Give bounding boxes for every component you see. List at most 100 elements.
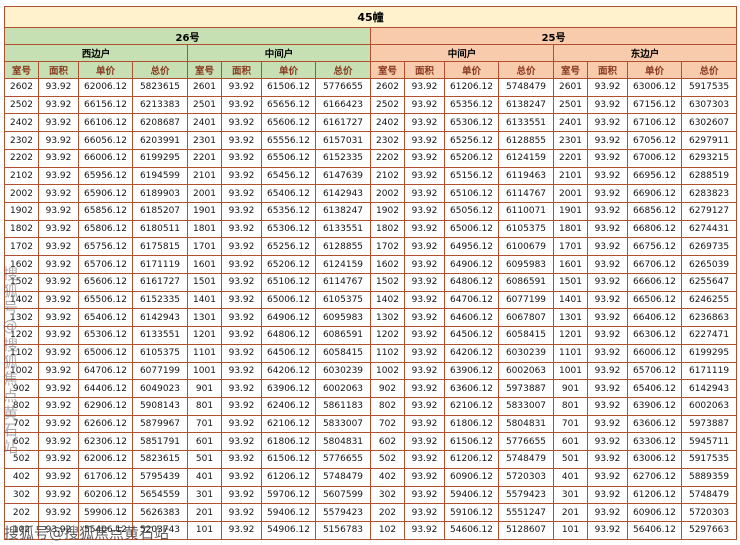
unit-price-cell: 64706.12 bbox=[78, 361, 133, 381]
total-price-cell: 6161727 bbox=[315, 113, 371, 133]
unit-price-cell: 65506.12 bbox=[78, 290, 133, 310]
unit-price-cell: 62606.12 bbox=[78, 414, 133, 434]
area-cell: 93.92 bbox=[38, 450, 79, 469]
unit-type-header: 中间户 bbox=[370, 44, 554, 62]
unit-price-cell: 61806.12 bbox=[261, 432, 316, 452]
area-cell: 93.92 bbox=[404, 326, 445, 345]
total-price-cell: 6100679 bbox=[498, 237, 554, 257]
unit-price-cell: 65006.12 bbox=[261, 290, 316, 310]
room-no-cell: 2201 bbox=[187, 148, 222, 168]
room-no-cell: 2301 bbox=[187, 131, 222, 150]
unit-price-cell: 62406.12 bbox=[261, 396, 316, 416]
total-price-cell: 5851791 bbox=[132, 432, 188, 452]
total-price-cell: 5156783 bbox=[315, 520, 371, 541]
room-no-cell: 102 bbox=[4, 520, 39, 541]
room-no-cell: 1502 bbox=[370, 272, 405, 292]
unit-price-cell: 64806.12 bbox=[261, 326, 316, 345]
total-price-cell: 6288519 bbox=[680, 166, 738, 186]
total-price-cell: 6002063 bbox=[498, 361, 554, 381]
total-price-cell: 5748479 bbox=[680, 485, 738, 505]
unit-price-cell: 66606.12 bbox=[627, 272, 682, 292]
column-header: 单价 bbox=[78, 61, 133, 79]
unit-price-cell: 65006.12 bbox=[444, 219, 499, 239]
total-price-cell: 6283823 bbox=[680, 184, 738, 204]
unit-price-cell: 66706.12 bbox=[627, 255, 682, 274]
unit-price-cell: 61506.12 bbox=[261, 450, 316, 469]
area-cell: 93.92 bbox=[404, 219, 445, 239]
area-cell: 93.92 bbox=[587, 432, 628, 452]
unit-type-header: 西边户 bbox=[4, 44, 188, 62]
area-cell: 93.92 bbox=[587, 326, 628, 345]
total-price-cell: 5776655 bbox=[315, 450, 371, 469]
unit-price-cell: 65256.12 bbox=[261, 237, 316, 257]
room-no-cell: 501 bbox=[553, 450, 588, 469]
room-no-cell: 1702 bbox=[370, 237, 405, 257]
unit-price-cell: 65406.12 bbox=[78, 308, 133, 328]
column-header: 总价 bbox=[680, 61, 738, 79]
unit-price-cell: 65006.12 bbox=[78, 343, 133, 363]
unit-price-cell: 67056.12 bbox=[627, 131, 682, 150]
total-price-cell: 6142943 bbox=[132, 308, 188, 328]
area-cell: 93.92 bbox=[38, 485, 79, 505]
building-group-header: 25号 bbox=[369, 27, 738, 45]
area-cell: 93.92 bbox=[38, 202, 79, 221]
room-no-cell: 1401 bbox=[187, 290, 222, 310]
unit-price-cell: 65956.12 bbox=[78, 166, 133, 186]
unit-price-cell: 63006.12 bbox=[627, 78, 682, 97]
total-price-cell: 5833007 bbox=[315, 414, 371, 434]
area-cell: 93.92 bbox=[404, 131, 445, 150]
area-cell: 93.92 bbox=[221, 414, 262, 434]
room-no-cell: 2401 bbox=[553, 113, 588, 133]
total-price-cell: 5917535 bbox=[680, 78, 738, 97]
table-row: 802 93.92 62906.12 5908143 801 93.92 62406.12 5… bbox=[4, 396, 738, 416]
area-cell: 93.92 bbox=[404, 485, 445, 505]
unit-price-cell: 63306.12 bbox=[627, 432, 682, 452]
unit-price-cell: 62106.12 bbox=[261, 414, 316, 434]
total-price-cell: 5748479 bbox=[498, 78, 554, 97]
unit-price-cell: 61706.12 bbox=[78, 467, 133, 487]
room-no-cell: 2402 bbox=[370, 113, 405, 133]
table-row: 1902 93.92 65856.12 6185207 1901 93.92 65356.1… bbox=[4, 202, 738, 221]
area-cell: 93.92 bbox=[587, 78, 628, 97]
area-cell: 93.92 bbox=[587, 202, 628, 221]
room-no-cell: 801 bbox=[187, 396, 222, 416]
area-cell: 93.92 bbox=[587, 272, 628, 292]
total-price-cell: 6152335 bbox=[132, 290, 188, 310]
table-row: 2202 93.92 66006.12 6199295 2201 93.92 65506.1… bbox=[4, 148, 738, 168]
table-row: 2402 93.92 66106.12 6208687 2401 93.92 65606.1… bbox=[4, 113, 738, 133]
column-header: 室号 bbox=[370, 61, 405, 79]
unit-price-cell: 65906.12 bbox=[78, 184, 133, 204]
unit-price-cell: 63906.12 bbox=[261, 379, 316, 398]
unit-price-cell: 65306.12 bbox=[261, 219, 316, 239]
area-cell: 93.92 bbox=[38, 290, 79, 310]
table-row: 202 93.92 59906.12 5626383 201 93.92 59406.12 5… bbox=[4, 503, 738, 522]
room-no-cell: 1602 bbox=[4, 255, 39, 274]
area-cell: 93.92 bbox=[38, 414, 79, 434]
area-cell: 93.92 bbox=[404, 361, 445, 381]
area-cell: 93.92 bbox=[404, 237, 445, 257]
building-title: 45幢 bbox=[3, 6, 738, 28]
room-no-cell: 301 bbox=[187, 485, 222, 505]
total-price-cell: 5626383 bbox=[132, 503, 188, 522]
area-cell: 93.92 bbox=[404, 379, 445, 398]
unit-price-cell: 56406.12 bbox=[627, 520, 682, 541]
unit-price-cell: 66856.12 bbox=[627, 202, 682, 221]
room-no-cell: 2002 bbox=[4, 184, 39, 204]
unit-price-cell: 64906.12 bbox=[444, 255, 499, 274]
total-price-cell: 5879967 bbox=[132, 414, 188, 434]
total-price-cell: 6138247 bbox=[498, 95, 554, 115]
room-no-cell: 102 bbox=[370, 520, 405, 541]
area-cell: 93.92 bbox=[587, 379, 628, 398]
room-no-cell: 401 bbox=[553, 467, 588, 487]
unit-price-cell: 65856.12 bbox=[78, 202, 133, 221]
total-price-cell: 5833007 bbox=[498, 396, 554, 416]
total-price-cell: 5297663 bbox=[680, 520, 738, 541]
room-no-cell: 2001 bbox=[553, 184, 588, 204]
area-cell: 93.92 bbox=[404, 78, 445, 97]
total-price-cell: 5861183 bbox=[315, 396, 371, 416]
unit-price-cell: 66306.12 bbox=[627, 326, 682, 345]
unit-price-cell: 67106.12 bbox=[627, 113, 682, 133]
area-cell: 93.92 bbox=[221, 78, 262, 97]
area-cell: 93.92 bbox=[221, 343, 262, 363]
table-row: 1002 93.92 64706.12 6077199 1001 93.92 64206.1… bbox=[4, 361, 738, 381]
